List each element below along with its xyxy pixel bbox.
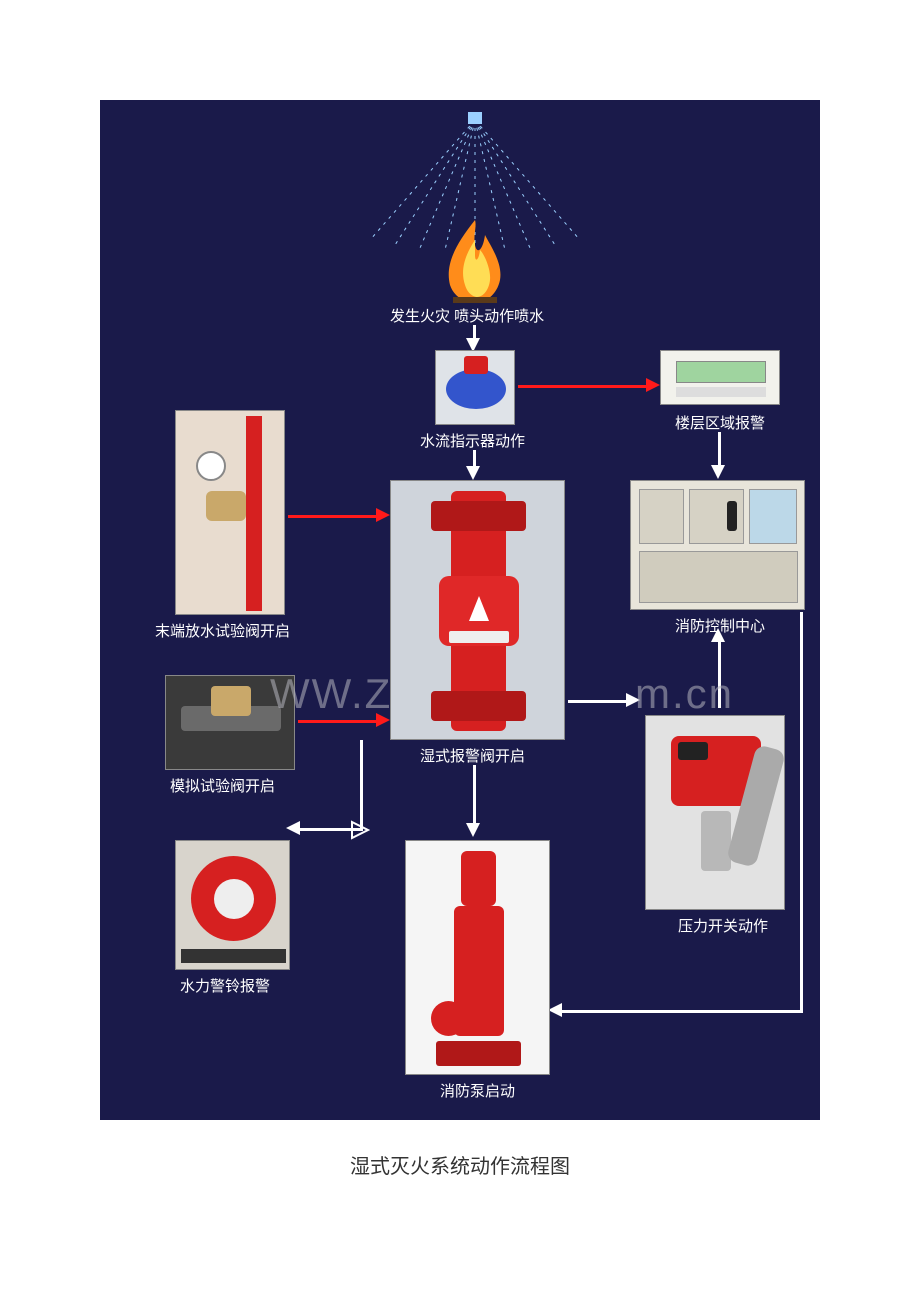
fire-icon [435,215,515,305]
fire-pump-label: 消防泵启动 [440,1080,515,1101]
floor-alarm-image [660,350,780,405]
arrow-icon [466,466,480,480]
fire-label: 发生火灾 喷头动作喷水 [390,305,544,326]
arrow-icon [286,821,300,835]
signal-line [518,385,648,388]
signal-arrow-icon [376,508,390,522]
flow-line [568,700,628,703]
flow-indicator-image [435,350,515,425]
signal-line [288,515,378,518]
flow-line [800,612,803,1012]
pressure-switch-label: 压力开关动作 [678,915,768,936]
control-center-image [630,480,805,610]
arrow-icon [711,628,725,642]
sim-test-valve-image [165,675,295,770]
branch-marker-icon [350,820,370,840]
signal-arrow-icon [646,378,660,392]
wet-alarm-valve-label: 湿式报警阀开启 [420,745,525,766]
flowchart-diagram: 发生火灾 喷头动作喷水 水流指示器动作 楼层区域报警 [100,100,820,1120]
signal-arrow-icon [376,713,390,727]
diagram-caption: 湿式灭火系统动作流程图 [0,1150,920,1179]
flow-line [473,765,476,825]
flow-line [718,432,721,467]
end-test-valve-image [175,410,285,615]
arrow-icon [626,693,640,707]
flow-line [560,1010,803,1013]
arrow-icon [711,465,725,479]
flow-indicator-label: 水流指示器动作 [420,430,525,451]
fire-pump-image [405,840,550,1075]
pressure-switch-image [645,715,785,910]
arrow-icon [548,1003,562,1017]
end-test-valve-label: 末端放水试验阀开启 [155,620,290,641]
water-bell-label: 水力警铃报警 [180,975,270,996]
sim-test-valve-label: 模拟试验阀开启 [170,775,275,796]
water-bell-image [175,840,290,970]
arrow-icon [466,823,480,837]
signal-line [298,720,378,723]
wet-alarm-valve-image [390,480,565,740]
floor-alarm-label: 楼层区域报警 [675,412,765,433]
flow-line [718,640,721,708]
flow-line [360,740,363,830]
